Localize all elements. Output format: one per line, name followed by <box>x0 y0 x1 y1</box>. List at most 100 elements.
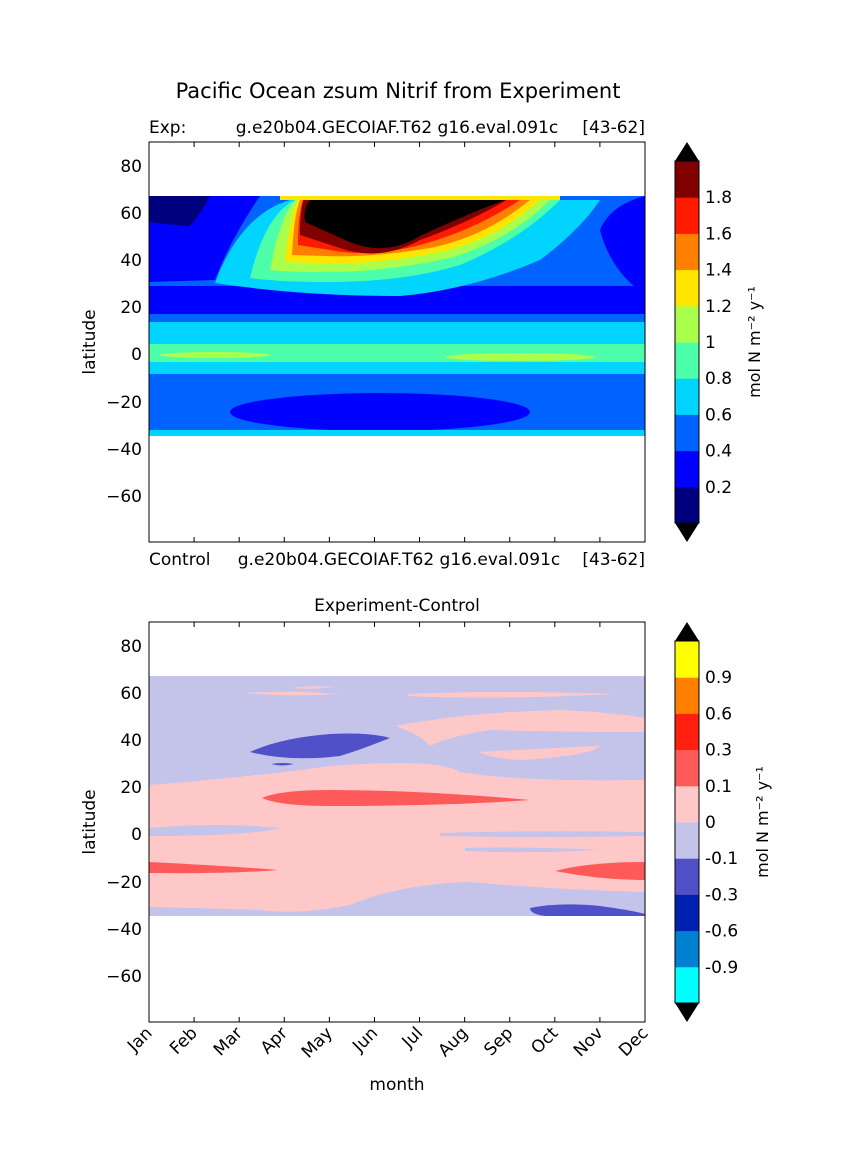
bottom-red-west <box>149 862 278 874</box>
bottom-blue-patch <box>250 733 390 759</box>
top-colorbar-extend-low <box>675 523 699 542</box>
colorbar-band <box>675 966 699 1004</box>
colorbar-band <box>675 233 699 271</box>
top-subtitle-right: [43-62] <box>582 118 645 138</box>
colorbar-band <box>675 197 699 234</box>
bottom-subtitle-right: [43-62] <box>582 550 645 570</box>
x-tick-label: Oct <box>527 1023 562 1058</box>
bottom-ytick-label: 0 <box>131 825 142 845</box>
colorbar-tick-label: 0.9 <box>705 668 732 688</box>
colorbar-band <box>675 414 699 452</box>
bottom-x-axis-label: month <box>369 1075 424 1095</box>
bottom-blue-south <box>530 904 645 916</box>
x-tick-label: Jun <box>348 1023 382 1057</box>
top-subtitle-left: Exp: <box>149 118 186 138</box>
colorbar-tick-label: 0.1 <box>705 777 732 797</box>
x-tick-label: Apr <box>257 1023 292 1058</box>
bottom-y-axis-label: latitude <box>80 789 100 854</box>
top-south-edge <box>149 430 645 436</box>
colorbar-band <box>675 378 699 415</box>
top-ytick-label: 60 <box>120 204 142 224</box>
bottom-negative-sliver <box>465 847 600 853</box>
bottom-pink-n1 <box>245 691 340 696</box>
top-colorbar-extend-high <box>675 142 699 161</box>
colorbar-tick-label: -0.6 <box>705 922 738 942</box>
bottom-blue-small <box>271 763 294 766</box>
colorbar-tick-label: 1.2 <box>705 297 732 317</box>
x-tick-label: Jul <box>398 1023 427 1052</box>
colorbar-tick-label: 1.6 <box>705 224 732 244</box>
colorbar-band <box>675 269 699 307</box>
bottom-title: Experiment-Control <box>314 596 480 616</box>
bottom-axes-frame <box>148 621 646 1023</box>
colorbar-band <box>675 641 699 678</box>
x-tick-label: Dec <box>615 1023 652 1060</box>
colorbar-tick-label: -0.3 <box>705 885 738 905</box>
colorbar-band <box>675 713 699 751</box>
top-colorbar-bands <box>675 161 699 524</box>
colorbar-tick-label: 0.3 <box>705 741 732 761</box>
bottom-colorbar-extend-low <box>675 1003 699 1022</box>
figure-title: Pacific Ocean zsum Nitrif from Experimen… <box>176 79 621 103</box>
top-band-cyan-north <box>149 322 645 346</box>
colorbar-band <box>675 486 699 524</box>
top-y-axis: 80 60 40 20 0 −20 −40 −60 <box>106 157 142 507</box>
colorbar-band <box>675 677 699 714</box>
colorbar-band <box>675 342 699 379</box>
top-plot-area <box>149 142 645 542</box>
bottom-ytick-label: 20 <box>120 778 142 798</box>
top-equator-max-east <box>445 353 595 361</box>
top-ytick-label: 20 <box>120 298 142 318</box>
top-axes-frame <box>148 141 646 543</box>
bottom-ytick-label: −20 <box>106 873 142 893</box>
bottom-ytick-label: 40 <box>120 731 142 751</box>
bottom-colorbar-label: mol N m⁻² y⁻¹ <box>753 766 772 878</box>
colorbar-tick-label: 0 <box>705 813 716 833</box>
bottom-colorbar-bands <box>675 641 699 1004</box>
bottom-colorbar: 0.9 0.6 0.3 0.1 0 -0.1 -0.3 -0.6 -0.9 mol N m⁻² … <box>674 622 772 1022</box>
colorbar-band <box>675 450 699 488</box>
colorbar-band <box>675 894 699 932</box>
colorbar-band <box>675 749 699 787</box>
x-tick-label: Nov <box>570 1023 608 1061</box>
bottom-pink-n3 <box>408 692 615 698</box>
top-colorbar-ticks: 0.2 0.4 0.6 0.8 1 1.2 1.4 1.6 1.8 <box>705 188 732 498</box>
colorbar-band <box>675 930 699 968</box>
colorbar-band <box>675 785 699 823</box>
bottom-ytick-label: 80 <box>120 637 142 657</box>
top-ytick-label: −40 <box>106 440 142 460</box>
colorbar-tick-label: -0.1 <box>705 849 738 869</box>
colorbar-band <box>675 305 699 343</box>
top-ne-blue <box>600 196 645 295</box>
top-ytick-label: 80 <box>120 157 142 177</box>
colorbar-tick-label: 0.4 <box>705 442 732 462</box>
top-ytick-label: −60 <box>106 487 142 507</box>
x-tick-label: May <box>298 1023 337 1062</box>
x-tick-label: Feb <box>166 1023 201 1058</box>
x-tick-label: Jan <box>123 1023 156 1056</box>
bottom-ytick-label: −40 <box>106 920 142 940</box>
colorbar-band <box>675 161 699 198</box>
top-bloom-max <box>304 200 505 249</box>
top-ytick-label: −20 <box>106 393 142 413</box>
colorbar-tick-label: -0.9 <box>705 958 738 978</box>
top-ytick-label: 40 <box>120 251 142 271</box>
top-south-minimum <box>230 393 530 431</box>
x-tick-label: Aug <box>435 1023 473 1061</box>
colorbar-tick-label: 0.2 <box>705 478 732 498</box>
top-colorbar-label: mol N m⁻² y⁻¹ <box>745 286 764 398</box>
top-band-cyan-south <box>149 360 645 374</box>
colorbar-tick-label: 0.8 <box>705 369 732 389</box>
top-colorbar: 0.2 0.4 0.6 0.8 1 1.2 1.4 1.6 1.8 mol N m⁻² y⁻¹ <box>674 142 764 542</box>
bottom-pink-n4 <box>395 710 645 746</box>
top-subtitle-center: g.e20b04.GECOIAF.T62 g16.eval.091c <box>236 118 558 138</box>
bottom-ytick-label: −60 <box>106 967 142 987</box>
bottom-colorbar-ticks: 0.9 0.6 0.3 0.1 0 -0.1 -0.3 -0.6 -0.9 <box>705 668 738 978</box>
bottom-colorbar-frame <box>674 640 700 1004</box>
bottom-plot-area <box>149 622 645 1022</box>
top-north-edge <box>280 196 560 200</box>
bottom-subtitle-center: g.e20b04.GECOIAF.T62 g16.eval.091c <box>238 550 560 570</box>
bottom-y-axis: 80 60 40 20 0 −20 −40 −60 <box>106 637 142 987</box>
top-equator-max-west <box>160 352 270 358</box>
